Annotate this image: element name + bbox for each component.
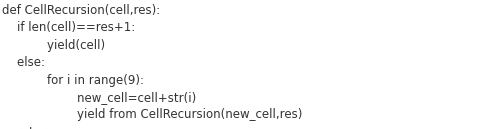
Text: else:: else:	[2, 56, 46, 69]
Text: def CellRecursion(cell,res):: def CellRecursion(cell,res):	[2, 4, 161, 17]
Text: yield from CellRecursion(new_cell,res): yield from CellRecursion(new_cell,res)	[2, 108, 303, 121]
Text: if len(cell)==res+1:: if len(cell)==res+1:	[2, 21, 136, 34]
Text: return: return	[2, 126, 54, 129]
Text: for i in range(9):: for i in range(9):	[2, 74, 144, 87]
Text: yield(cell): yield(cell)	[2, 39, 106, 52]
Text: new_cell=cell+str(i): new_cell=cell+str(i)	[2, 91, 197, 104]
